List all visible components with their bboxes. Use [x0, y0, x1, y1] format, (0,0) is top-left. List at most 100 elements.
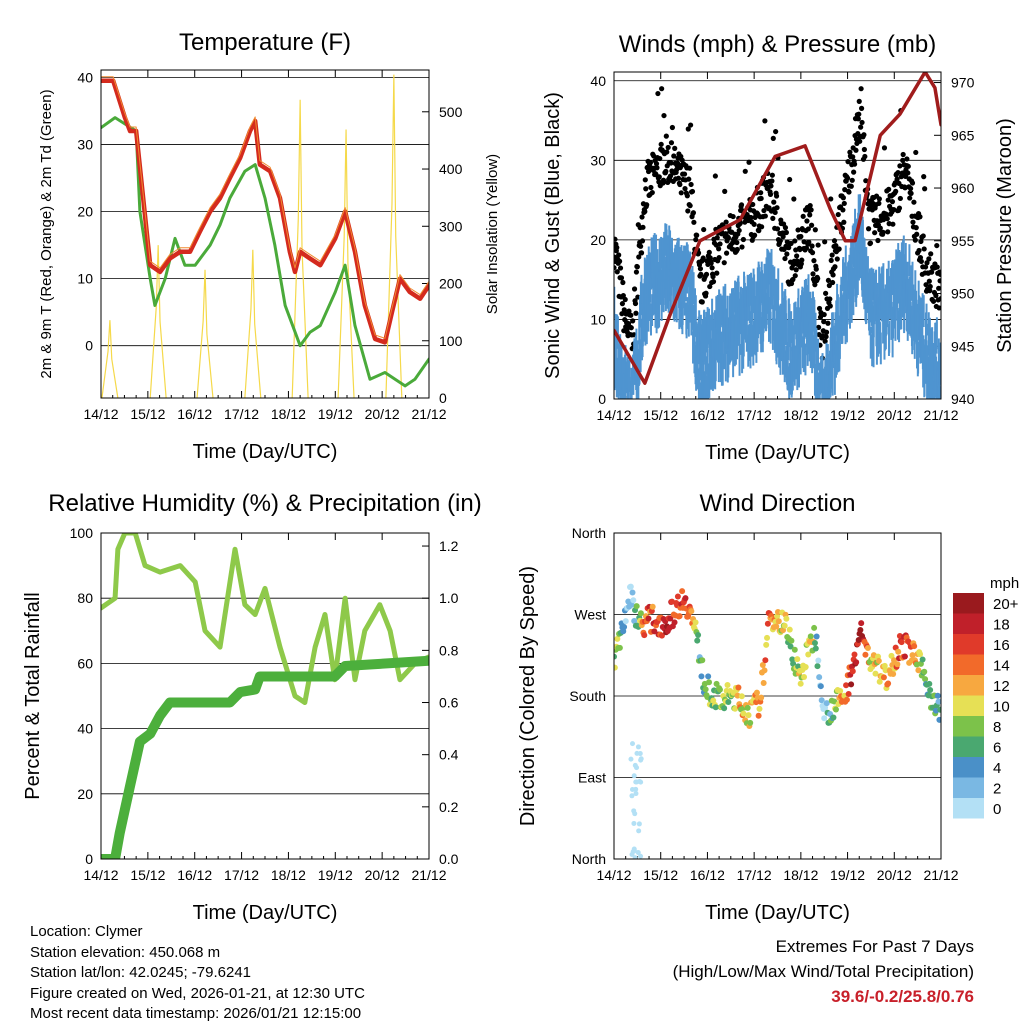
y-tick-label: West	[574, 607, 606, 623]
gust-point	[835, 211, 841, 218]
gust-point	[699, 299, 705, 305]
gust-point	[700, 255, 706, 261]
gust-point	[750, 201, 756, 208]
gust-point	[667, 173, 674, 179]
gust-point	[752, 232, 758, 238]
gust-point	[801, 239, 807, 245]
x-axis-label: Time (Day/UTC)	[705, 442, 850, 464]
gust-point	[674, 160, 681, 166]
gust-point	[654, 165, 660, 171]
gust-point	[886, 186, 892, 192]
solar-insolation-peak	[149, 245, 167, 398]
direction-point	[775, 618, 782, 625]
direction-point	[919, 656, 926, 663]
direction-point	[901, 653, 908, 660]
direction-point	[738, 693, 745, 700]
gust-point	[619, 301, 626, 307]
panel-1: Temperature (F) Time (Day/UTC) 2m & 9m T (…	[38, 29, 501, 463]
gust-point	[773, 193, 780, 199]
gust-point	[769, 178, 775, 184]
direction-point	[761, 667, 768, 674]
gust-point	[858, 124, 864, 130]
solar-insolation-peak	[244, 249, 262, 398]
gust-point	[748, 214, 754, 221]
gust-point	[772, 209, 778, 216]
direction-point	[773, 623, 780, 630]
gust-point	[756, 228, 762, 234]
gust-point	[877, 225, 883, 231]
gust-point	[813, 266, 819, 272]
direction-point	[651, 628, 658, 635]
gust-point	[865, 226, 872, 232]
direction-point	[911, 643, 918, 650]
x-tick-label: 20/12	[365, 867, 400, 883]
gust-point	[636, 254, 642, 260]
gust-point	[687, 203, 693, 209]
y-axis-label: Percent & Total Rainfall	[22, 592, 44, 800]
gust-point	[921, 174, 927, 180]
x-tick-label: 14/12	[83, 406, 118, 422]
gust-point	[767, 191, 774, 197]
gust-point	[890, 221, 896, 227]
y-tick-label-right: 200	[439, 276, 463, 292]
direction-point	[795, 663, 802, 670]
plot-frame	[100, 69, 430, 399]
figure-created: Figure created on Wed, 2026-01-21, at 12…	[30, 984, 365, 1002]
direction-point	[781, 622, 788, 629]
gust-point	[773, 128, 779, 135]
direction-point	[811, 624, 818, 631]
gust-point	[621, 307, 627, 313]
gust-point	[841, 219, 847, 225]
legend-label: 14	[993, 658, 1010, 675]
gust-point	[913, 225, 919, 231]
direction-point	[649, 603, 656, 610]
y-tick-label: East	[578, 770, 606, 786]
y-tick-label-right: 970	[951, 75, 975, 91]
direction-point	[813, 633, 820, 640]
gust-point	[936, 285, 941, 291]
direction-point	[811, 640, 818, 647]
gust-point	[791, 196, 797, 202]
direction-point	[636, 828, 642, 834]
gust-point	[862, 153, 868, 160]
gust-point	[707, 283, 713, 290]
direction-point	[629, 793, 635, 799]
gust-point	[900, 157, 906, 163]
solar-insolation-peak	[385, 74, 403, 398]
gust-point	[681, 171, 688, 177]
legend-swatch	[953, 777, 984, 798]
direction-point	[891, 657, 898, 664]
gust-point	[833, 243, 839, 249]
y-tick-label-right: 0	[439, 390, 447, 406]
gust-point	[690, 210, 697, 216]
gust-point	[698, 271, 704, 277]
y-tick-label-right: 950	[951, 286, 975, 302]
gust-point	[808, 207, 814, 213]
y-tick-label: 0	[85, 338, 93, 354]
lat-lon: Station lat/lon: 42.0245; -79.6241	[30, 964, 252, 981]
gust-point	[904, 156, 910, 162]
gust-point	[614, 265, 617, 271]
gust-point	[751, 221, 757, 227]
chart-title: Relative Humidity (%) & Precipitation (i…	[48, 490, 481, 517]
direction-point	[629, 852, 635, 858]
gust-point	[807, 202, 813, 209]
gust-point	[849, 177, 855, 183]
gust-point	[856, 98, 862, 104]
gust-point	[822, 239, 828, 245]
gust-point	[736, 227, 742, 234]
direction-point	[801, 674, 808, 681]
gust-point	[798, 233, 804, 240]
gust-point	[840, 207, 846, 213]
gust-point	[643, 186, 649, 192]
gust-point	[685, 126, 691, 132]
gust-point	[858, 105, 865, 111]
chart-title: Temperature (F)	[179, 29, 351, 56]
gust-point	[668, 160, 674, 166]
y-tick-label: 20	[77, 204, 93, 220]
gust-point	[758, 195, 764, 202]
direction-point	[922, 676, 929, 683]
direction-point	[721, 705, 728, 712]
plot-frame	[613, 71, 942, 400]
gust-point	[660, 177, 667, 183]
